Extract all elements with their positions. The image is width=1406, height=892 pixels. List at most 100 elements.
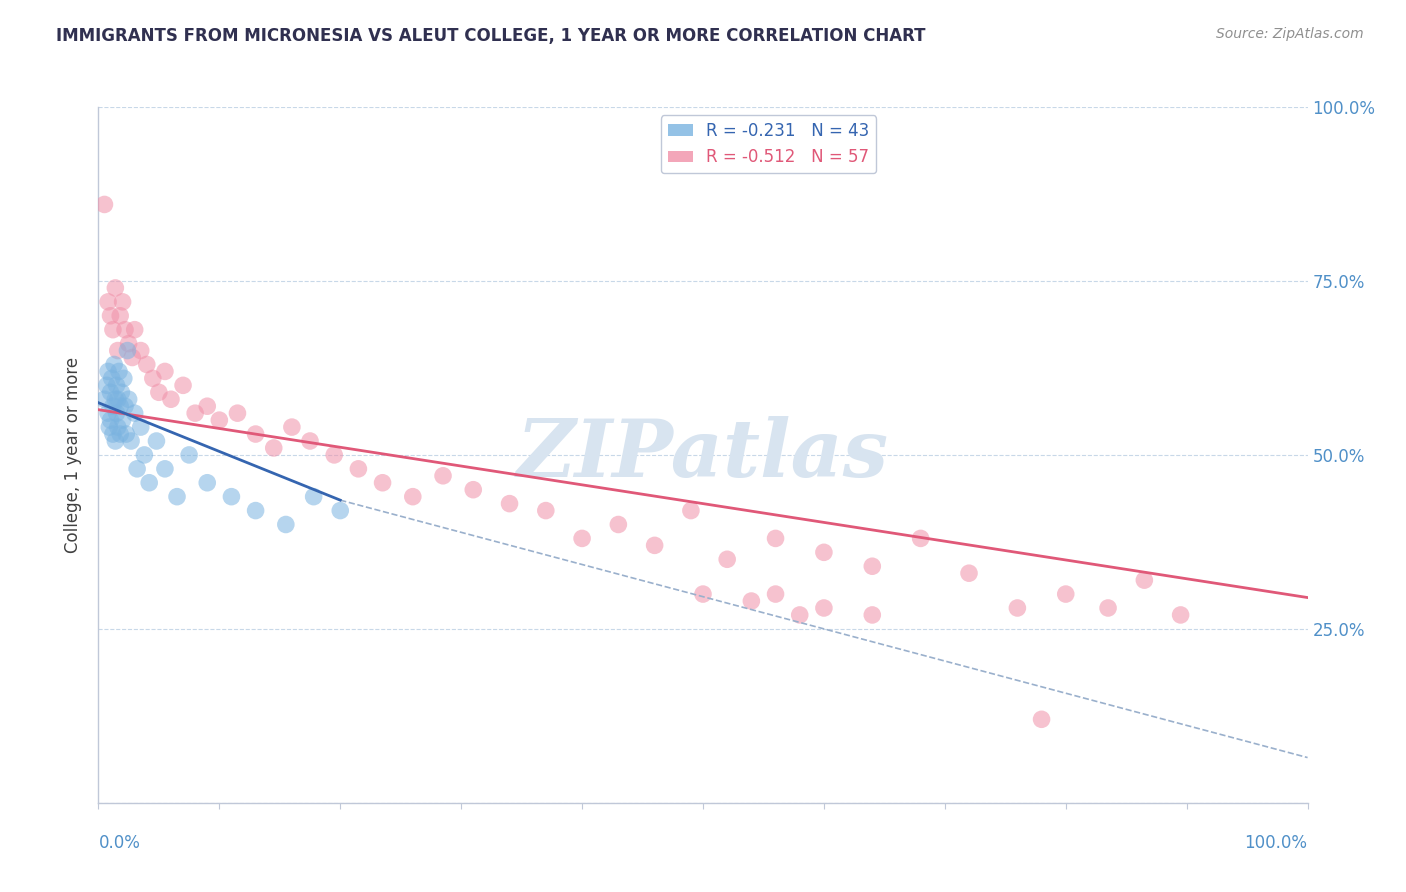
Point	[101, 427, 124, 442]
Point	[103, 358, 125, 372]
Point	[98, 420, 121, 434]
Point	[105, 406, 128, 420]
Point	[134, 448, 156, 462]
Point	[263, 441, 285, 455]
Point	[679, 503, 702, 517]
Point	[129, 343, 152, 358]
Point	[108, 309, 131, 323]
Point	[765, 587, 787, 601]
Point	[166, 490, 188, 504]
Point	[97, 364, 120, 378]
Point	[108, 427, 131, 442]
Point	[1133, 573, 1156, 587]
Point	[179, 448, 201, 462]
Point	[208, 413, 231, 427]
Point	[114, 323, 136, 337]
Point	[110, 385, 132, 400]
Point	[432, 468, 454, 483]
Point	[100, 371, 122, 385]
Point	[97, 294, 120, 309]
Point	[402, 490, 425, 504]
Point	[124, 323, 146, 337]
Point	[498, 497, 520, 511]
Point	[195, 399, 218, 413]
Point	[114, 399, 136, 413]
Point	[120, 434, 142, 448]
Point	[716, 552, 738, 566]
Point	[302, 490, 325, 504]
Point	[101, 323, 124, 337]
Point	[148, 385, 170, 400]
Text: 0.0%: 0.0%	[98, 834, 141, 852]
Text: ZIPatlas: ZIPatlas	[517, 417, 889, 493]
Point	[93, 392, 115, 407]
Point	[1031, 712, 1053, 726]
Point	[104, 392, 127, 407]
Point	[127, 462, 149, 476]
Point	[104, 434, 127, 448]
Point	[607, 517, 630, 532]
Point	[860, 607, 883, 622]
Point	[329, 503, 352, 517]
Point	[108, 399, 131, 413]
Point	[281, 420, 304, 434]
Point	[860, 559, 883, 574]
Point	[111, 294, 134, 309]
Point	[117, 343, 139, 358]
Point	[644, 538, 666, 552]
Point	[100, 385, 122, 400]
Point	[124, 406, 146, 420]
Point	[104, 281, 127, 295]
Point	[111, 413, 134, 427]
Point	[534, 503, 557, 517]
Point	[226, 406, 249, 420]
Point	[740, 594, 762, 608]
Point	[1097, 601, 1119, 615]
Point	[107, 420, 129, 434]
Point	[118, 336, 141, 351]
Point	[195, 475, 218, 490]
Point	[100, 309, 122, 323]
Point	[112, 371, 135, 385]
Point	[692, 587, 714, 601]
Point	[184, 406, 207, 420]
Point	[323, 448, 346, 462]
Point	[813, 601, 835, 615]
Text: 100.0%: 100.0%	[1244, 834, 1308, 852]
Point	[129, 420, 152, 434]
Point	[153, 462, 176, 476]
Text: IMMIGRANTS FROM MICRONESIA VS ALEUT COLLEGE, 1 YEAR OR MORE CORRELATION CHART: IMMIGRANTS FROM MICRONESIA VS ALEUT COLL…	[56, 27, 925, 45]
Point	[813, 545, 835, 559]
Point	[371, 475, 394, 490]
Y-axis label: College, 1 year or more: College, 1 year or more	[65, 357, 83, 553]
Point	[1170, 607, 1192, 622]
Legend: R = -0.231   N = 43, R = -0.512   N = 57: R = -0.231 N = 43, R = -0.512 N = 57	[661, 115, 876, 173]
Point	[463, 483, 485, 497]
Point	[910, 532, 932, 546]
Point	[115, 427, 138, 442]
Point	[274, 517, 297, 532]
Point	[97, 406, 120, 420]
Point	[100, 413, 122, 427]
Point	[221, 490, 243, 504]
Point	[245, 503, 267, 517]
Point	[1054, 587, 1077, 601]
Point	[93, 197, 115, 211]
Point	[347, 462, 370, 476]
Point	[1007, 601, 1029, 615]
Point	[957, 566, 980, 581]
Point	[135, 358, 157, 372]
Point	[107, 343, 129, 358]
Point	[96, 378, 118, 392]
Point	[172, 378, 194, 392]
Point	[121, 351, 143, 365]
Point	[105, 378, 128, 392]
Point	[107, 392, 129, 407]
Point	[153, 364, 176, 378]
Point	[142, 371, 165, 385]
Point	[571, 532, 593, 546]
Point	[138, 475, 160, 490]
Point	[108, 364, 131, 378]
Point	[145, 434, 167, 448]
Point	[245, 427, 267, 442]
